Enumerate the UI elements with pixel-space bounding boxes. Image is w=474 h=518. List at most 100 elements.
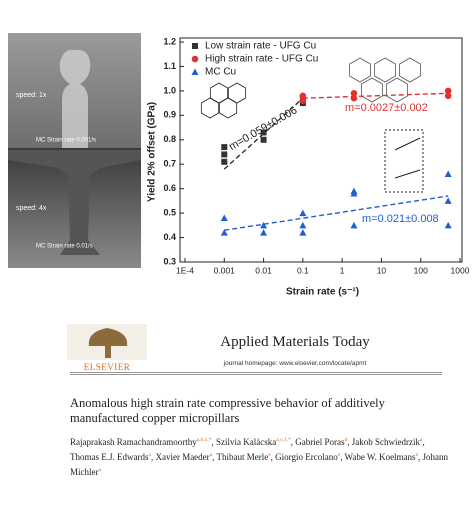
- y-tick-label: 0.9: [163, 110, 176, 120]
- point: [299, 229, 307, 236]
- pillar: [59, 49, 91, 148]
- grain-sketch: [374, 57, 396, 83]
- elsevier-logo: [67, 324, 147, 360]
- legend-label: Low strain rate - UFG Cu: [205, 41, 316, 52]
- fit-annotation: m=0.021±0.008: [362, 213, 439, 225]
- point: [444, 221, 452, 229]
- author-name: Thibaut Merle: [216, 452, 269, 462]
- legend-label: High strain rate - UFG Cu: [205, 54, 318, 65]
- legend-marker: [191, 68, 199, 75]
- point: [221, 151, 228, 158]
- point: [444, 197, 452, 204]
- author-name: Gabriel Poras: [295, 437, 345, 447]
- author-name: Jakob Schwiedrzik: [351, 437, 421, 447]
- legend-label: MC Cu: [205, 67, 236, 78]
- point: [260, 221, 268, 229]
- author: Jakob Schwiedrzika: [352, 437, 425, 447]
- legend-marker: [192, 43, 198, 49]
- point: [350, 90, 358, 97]
- author: Xavier Maedera: [155, 452, 216, 462]
- point: [350, 190, 358, 197]
- affiliation-marker: d: [344, 437, 348, 443]
- x-axis-label: Strain rate (s⁻¹): [286, 287, 359, 298]
- y-tick-label: 1.0: [163, 85, 176, 95]
- point: [444, 87, 452, 95]
- affiliation-marker: e: [268, 452, 271, 458]
- affiliation-marker: a,b,1,*: [196, 437, 212, 443]
- point: [299, 221, 307, 229]
- image-caption: speed: 4x: [16, 205, 47, 212]
- article-title: Anomalous high strain rate compressive b…: [70, 396, 385, 425]
- point: [221, 158, 228, 165]
- x-tick-label: 0.1: [297, 265, 309, 275]
- y-tick-label: 1.1: [163, 61, 176, 71]
- journal-name: Applied Materials Today: [220, 334, 370, 350]
- image-caption: speed: 1x: [16, 92, 47, 99]
- x-tick-label: 1E-4: [176, 265, 194, 275]
- fit-line: [302, 92, 449, 99]
- point: [260, 136, 267, 143]
- author-name: Thomas E.J. Edwards: [70, 452, 149, 462]
- image-label: MC Strain rate 0.001/s: [36, 138, 96, 144]
- author: Johann Michlera: [70, 452, 448, 477]
- chart: 0.3 0.4 0.5 0.6 0.7 0.8 0.9 1.0 1.1 1.2 1E-4 0.001 0…: [147, 36, 470, 297]
- affiliation-marker: a,c,1,*: [276, 437, 291, 443]
- y-axis-label: Yield 2% offset (GPa): [147, 102, 158, 202]
- pillar: [8, 150, 141, 255]
- point: [260, 129, 267, 136]
- graphical-abstract: speed: 1x MC Strain rate 0.001/s speed: …: [8, 33, 470, 298]
- affiliation-marker: a: [98, 467, 101, 473]
- author: Rajaprakash Ramachandramoorthya,b,1,*: [70, 437, 216, 447]
- grain-sketch: [227, 82, 247, 104]
- x-tick-label: 1000: [451, 265, 470, 275]
- point: [350, 94, 358, 102]
- point: [220, 229, 228, 236]
- point: [444, 92, 452, 100]
- rule: [70, 374, 442, 375]
- affiliation-marker: e: [337, 452, 341, 458]
- point: [221, 144, 228, 151]
- inset-sketch: [394, 137, 421, 179]
- plot-frame: [179, 37, 463, 263]
- inset-sketch: [384, 129, 424, 193]
- point: [299, 97, 307, 104]
- author-name: Xavier Maeder: [155, 452, 210, 462]
- rule: [70, 372, 442, 373]
- y-tick-label: 0.4: [163, 232, 176, 242]
- point: [444, 170, 452, 177]
- author-name: Wabe W. Koelmans: [344, 452, 416, 462]
- y-tick-label: 1.2: [163, 36, 176, 46]
- point: [220, 214, 228, 221]
- legend-marker: [191, 55, 199, 63]
- grain-sketch: [361, 77, 383, 103]
- affiliation-marker: a: [148, 452, 151, 458]
- grain-sketch: [386, 77, 408, 103]
- affiliation-marker: e: [415, 452, 419, 458]
- point: [260, 229, 268, 236]
- author-name: Rajaprakash Ramachandramoorthy: [70, 437, 197, 447]
- journal-homepage: journal homepage: www.elsevier.com/locat…: [223, 360, 367, 367]
- y-tick-label: 0.5: [163, 207, 176, 217]
- grain-sketch: [399, 57, 421, 83]
- y-tick-label: 0.7: [163, 159, 176, 169]
- author: Thomas E.J. Edwardsa: [70, 452, 155, 462]
- author: Thibaut Merlee: [216, 452, 275, 462]
- author-list: Rajaprakash Ramachandramoorthya,b,1,*Szi…: [70, 434, 455, 479]
- y-tick-label: 0.3: [163, 256, 176, 266]
- point: [299, 209, 307, 217]
- publisher: ELSEVIER: [83, 362, 131, 372]
- affiliation-marker: a: [420, 437, 423, 443]
- point: [350, 221, 358, 229]
- grain-sketch: [349, 57, 371, 83]
- image-label: MC Strain rate 0.01/s: [36, 244, 93, 250]
- y-tick-label: 0.6: [163, 183, 176, 193]
- x-tick-label: 0.001: [214, 265, 236, 275]
- fit-annotation: m=0.059±0.006: [227, 104, 299, 153]
- author: Szilvia Kalácskaa,c,1,*: [216, 437, 295, 447]
- author-name: Szilvia Kalácska: [216, 437, 277, 447]
- x-tick-label: 0.01: [255, 265, 272, 275]
- fit-annotation: m=0.0027±0.002: [345, 102, 428, 114]
- fit-line: [224, 195, 449, 231]
- x-tick-label: 10: [377, 265, 387, 275]
- affiliation-marker: a: [209, 452, 213, 458]
